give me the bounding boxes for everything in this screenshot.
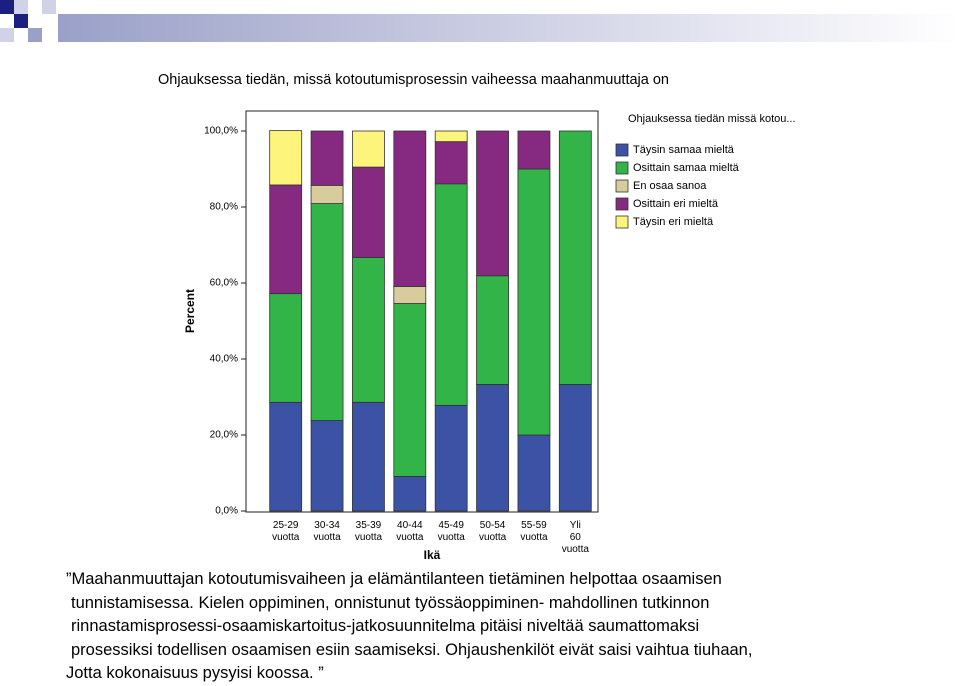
x-tick-label: 35-39 vuotta (355, 520, 383, 543)
legend-label: Osittain samaa mieltä (633, 162, 740, 174)
x-tick-label: 25-29 vuotta (272, 520, 300, 543)
y-tick-label: 20,0% (210, 430, 238, 441)
quote-line: rinnastamisprosessi-osaamiskartoitus-jat… (71, 617, 700, 635)
bar-segment (269, 401, 303, 512)
bar-segment (352, 166, 385, 258)
bar-segment (352, 257, 385, 403)
quote: ”Maahanmuuttajan kotoutumisvaiheen ja el… (66, 568, 946, 686)
y-tick-label: 0,0% (215, 506, 238, 517)
y-tick-label: 60,0% (210, 278, 238, 289)
bar-segment (434, 183, 468, 406)
bar-segment (393, 286, 427, 304)
x-tick-label: 45-49 vuotta (438, 520, 466, 543)
bar-segment (476, 275, 509, 385)
legend-swatch (615, 161, 629, 175)
bar-segment (310, 184, 344, 204)
quote-line: Jotta kokonaisuus pysyisi koossa. ” (66, 664, 324, 682)
quote-line: tunnistamisessa. Kielen oppiminen, onnis… (71, 593, 710, 612)
bar-segment (310, 203, 344, 421)
header-decoration (0, 0, 960, 42)
bar-segment (434, 141, 468, 185)
x-tick-label: 40-44 vuotta (396, 520, 424, 543)
bar-segment (517, 168, 551, 436)
quote-line: ”Maahanmuuttajan kotoutumisvaiheen ja el… (66, 570, 722, 588)
legend-swatch (615, 197, 629, 211)
x-tick-label: 50-54 vuotta (479, 520, 507, 543)
y-axis-label: Percent (183, 289, 197, 333)
bar-segment (352, 401, 385, 512)
x-tick-label: Yli 60 vuotta (562, 520, 590, 555)
bar-segment (558, 384, 592, 512)
bar-segment (434, 404, 468, 512)
bar-segment (269, 130, 303, 186)
y-tick-label: 80,0% (210, 202, 238, 213)
bar-segment (558, 130, 592, 385)
x-axis-label: Ikä (424, 548, 441, 560)
legend-label: En osaa sanoa (633, 180, 707, 192)
y-tick-label: 100,0% (204, 126, 238, 137)
y-tick-label: 40,0% (210, 354, 238, 365)
x-tick-label: 30-34 vuotta (313, 520, 341, 543)
bar-segment (517, 130, 551, 170)
bar-segment (393, 303, 427, 477)
bar-segment (393, 130, 427, 287)
bar-segment (269, 293, 303, 403)
bar-segment (310, 130, 344, 186)
x-tick-label: 55-59 vuotta (520, 520, 548, 543)
legend-swatch (615, 143, 629, 157)
bar-segment (352, 130, 385, 168)
bar-segment (434, 130, 468, 143)
bar-segment (476, 384, 509, 512)
legend-title: Ohjauksessa tiedän missä kotou... (628, 113, 796, 125)
chart: Ohjauksessa tiedän, missä kotoutumispros… (0, 0, 960, 560)
bar-segment (476, 130, 509, 277)
slide-title: Ohjauksessa tiedän, missä kotoutumispros… (158, 72, 669, 88)
legend-swatch (615, 179, 629, 193)
bar-segment (517, 434, 551, 512)
bar-segment (393, 476, 427, 512)
quote-line: prosessiksi todellisen osaamisen esiin s… (71, 640, 753, 659)
legend-swatch (615, 215, 629, 229)
legend-label: Täysin samaa mieltä (633, 144, 735, 156)
bar-segment (310, 420, 344, 512)
legend-label: Osittain eri mieltä (633, 198, 719, 210)
bar-segment (269, 184, 303, 295)
legend-label: Täysin eri mieltä (633, 216, 714, 228)
